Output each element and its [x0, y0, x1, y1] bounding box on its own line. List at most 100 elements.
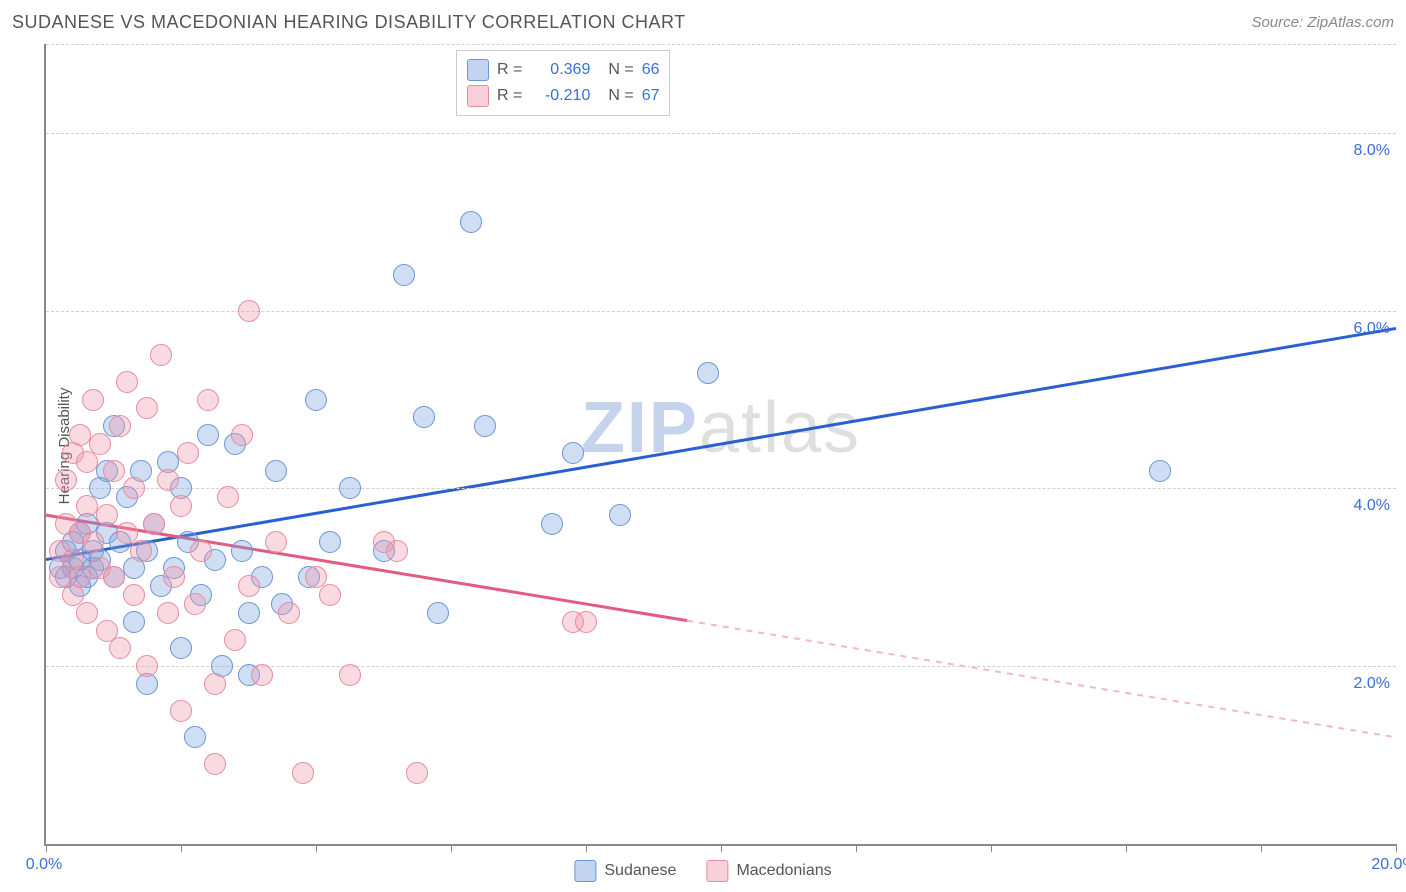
trend-lines — [46, 44, 1396, 844]
data-point — [265, 460, 287, 482]
data-point — [292, 762, 314, 784]
data-point — [224, 629, 246, 651]
data-point — [150, 344, 172, 366]
bottom-legend: Sudanese Macedonians — [574, 860, 831, 882]
n-value: 66 — [642, 61, 660, 79]
y-tick-label: 8.0% — [1354, 142, 1390, 160]
data-point — [76, 451, 98, 473]
data-point — [406, 762, 428, 784]
data-point — [1149, 460, 1171, 482]
data-point — [170, 495, 192, 517]
data-point — [204, 673, 226, 695]
r-label: R = — [497, 61, 522, 79]
data-point — [609, 504, 631, 526]
data-point — [427, 602, 449, 624]
data-point — [217, 486, 239, 508]
x-tick — [1261, 844, 1262, 852]
data-point — [184, 593, 206, 615]
r-value: -0.210 — [530, 87, 590, 105]
data-point — [339, 664, 361, 686]
legend-label: Sudanese — [604, 862, 676, 880]
x-tick — [586, 844, 587, 852]
x-tick — [721, 844, 722, 852]
data-point — [197, 389, 219, 411]
data-point — [170, 637, 192, 659]
data-point — [319, 531, 341, 553]
data-point — [163, 566, 185, 588]
data-point — [157, 469, 179, 491]
data-point — [460, 211, 482, 233]
data-point — [184, 726, 206, 748]
data-point — [130, 540, 152, 562]
data-point — [82, 531, 104, 553]
x-tick — [316, 844, 317, 852]
data-point — [238, 575, 260, 597]
data-point — [238, 300, 260, 322]
data-point — [76, 602, 98, 624]
r-value: 0.369 — [530, 61, 590, 79]
data-point — [89, 433, 111, 455]
correlation-statbox: R = 0.369 N = 66 R = -0.210 N = 67 — [456, 50, 670, 116]
data-point — [413, 406, 435, 428]
data-point — [136, 397, 158, 419]
data-point — [251, 664, 273, 686]
gridline — [46, 488, 1396, 489]
x-tick — [991, 844, 992, 852]
data-point — [231, 540, 253, 562]
statbox-row: R = -0.210 N = 67 — [467, 83, 659, 109]
x-tick — [181, 844, 182, 852]
data-point — [109, 637, 131, 659]
data-point — [143, 513, 165, 535]
x-tick-label: 0.0% — [26, 856, 62, 874]
data-point — [170, 700, 192, 722]
n-label: N = — [608, 61, 633, 79]
data-point — [103, 460, 125, 482]
r-label: R = — [497, 87, 522, 105]
y-tick-label: 2.0% — [1354, 675, 1390, 693]
data-point — [82, 389, 104, 411]
data-point — [109, 415, 131, 437]
legend-item: Sudanese — [574, 860, 676, 882]
data-point — [562, 442, 584, 464]
data-point — [575, 611, 597, 633]
x-tick — [451, 844, 452, 852]
series-swatch — [574, 860, 596, 882]
x-tick — [46, 844, 47, 852]
plot-area: ZIPatlas R = 0.369 N = 66 R = -0.210 N = 67 2.0… — [44, 44, 1396, 846]
legend-label: Macedonians — [736, 862, 831, 880]
data-point — [541, 513, 563, 535]
gridline — [46, 133, 1396, 134]
data-point — [339, 477, 361, 499]
n-label: N = — [608, 87, 633, 105]
data-point — [136, 655, 158, 677]
x-tick — [856, 844, 857, 852]
series-swatch — [467, 85, 489, 107]
data-point — [305, 389, 327, 411]
data-point — [123, 584, 145, 606]
data-point — [103, 566, 125, 588]
data-point — [386, 540, 408, 562]
data-point — [265, 531, 287, 553]
x-tick — [1396, 844, 1397, 852]
y-tick-label: 6.0% — [1354, 320, 1390, 338]
data-point — [197, 424, 219, 446]
data-point — [76, 495, 98, 517]
data-point — [69, 566, 91, 588]
data-point — [204, 753, 226, 775]
data-point — [319, 584, 341, 606]
data-point — [96, 504, 118, 526]
data-point — [474, 415, 496, 437]
data-point — [231, 424, 253, 446]
statbox-row: R = 0.369 N = 66 — [467, 57, 659, 83]
data-point — [123, 611, 145, 633]
gridline — [46, 44, 1396, 45]
watermark: ZIPatlas — [581, 387, 861, 469]
chart-source: Source: ZipAtlas.com — [1251, 14, 1394, 31]
x-tick — [1126, 844, 1127, 852]
data-point — [69, 424, 91, 446]
n-value: 67 — [642, 87, 660, 105]
x-tick-label: 20.0% — [1371, 856, 1406, 874]
data-point — [116, 371, 138, 393]
data-point — [393, 264, 415, 286]
data-point — [278, 602, 300, 624]
